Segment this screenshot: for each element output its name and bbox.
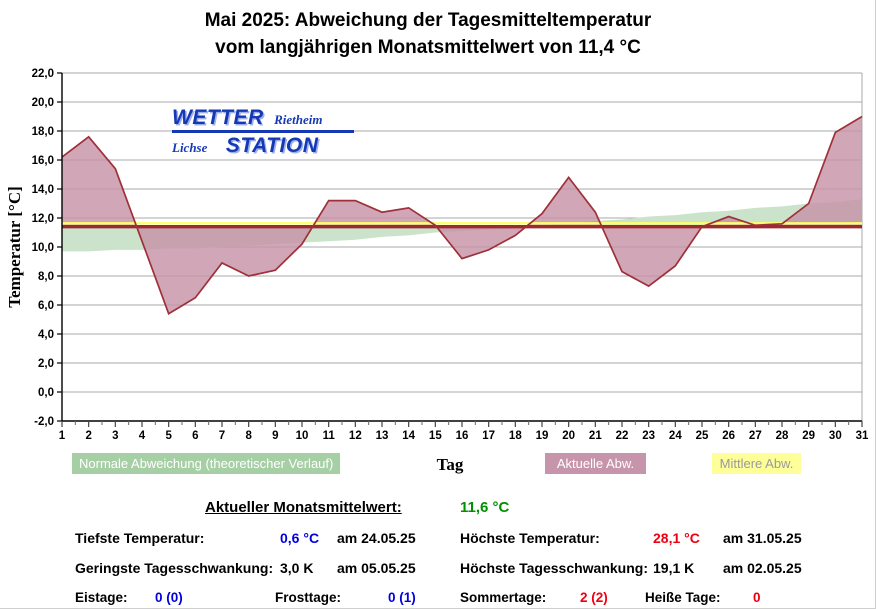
svg-text:22,0: 22,0 [32, 68, 54, 80]
highest-range-label: Höchste Tagesschwankung: [460, 560, 649, 576]
svg-text:11: 11 [323, 430, 336, 442]
svg-text:10,0: 10,0 [32, 242, 54, 254]
svg-text:14,0: 14,0 [32, 184, 54, 196]
svg-text:8: 8 [245, 430, 252, 442]
temperature-deviation-chart: 22,020,018,016,014,012,010,08,06,04,02,0… [5, 68, 869, 442]
svg-text:30: 30 [829, 430, 842, 442]
svg-text:19: 19 [536, 430, 549, 442]
svg-text:27: 27 [749, 430, 762, 442]
svg-text:16,0: 16,0 [32, 155, 54, 167]
lowest-temp-date: am 24.05.25 [337, 530, 416, 546]
svg-text:Temperatur [°C]: Temperatur [°C] [5, 186, 24, 308]
svg-text:24: 24 [669, 430, 682, 442]
svg-text:6,0: 6,0 [38, 300, 54, 312]
svg-text:2,0: 2,0 [38, 358, 54, 370]
svg-text:15: 15 [429, 430, 442, 442]
ice-days-label: Eistage: [75, 590, 128, 605]
highest-range-value: 19,1 K [653, 560, 695, 576]
highest-temp-label: Höchste Temperatur: [460, 530, 600, 546]
svg-text:4,0: 4,0 [38, 329, 54, 341]
lowest-range-date: am 05.05.25 [337, 560, 416, 576]
chart-legend: Normale Abweichung (theoretischer Verlau… [0, 453, 875, 477]
svg-text:14: 14 [402, 430, 415, 442]
title-line-1: Mai 2025: Abweichung der Tagesmitteltemp… [204, 10, 652, 31]
svg-text:21: 21 [589, 430, 602, 442]
svg-text:-2,0: -2,0 [34, 416, 54, 428]
lowest-range-label: Geringste Tagesschwankung: [75, 560, 274, 576]
frost-days-value: 0 (1) [388, 590, 416, 605]
lowest-temp-label: Tiefste Temperatur: [75, 530, 205, 546]
svg-text:23: 23 [642, 430, 655, 442]
logo-row-top: WETTER Rietheim [172, 106, 354, 133]
svg-text:26: 26 [722, 430, 735, 442]
svg-text:3: 3 [112, 430, 118, 442]
monthly-mean-label: Aktueller Monatsmittelwert: [205, 499, 402, 516]
legend-mean-deviation: Mittlere Abw. [712, 453, 801, 474]
svg-text:5: 5 [165, 430, 172, 442]
svg-text:12: 12 [349, 430, 362, 442]
logo-row-bottom: Lichse STATION [172, 134, 354, 158]
svg-text:18: 18 [509, 430, 522, 442]
title-line-2: vom langjährigen Monatsmittelwert von 11… [215, 37, 641, 58]
svg-text:1: 1 [59, 430, 66, 442]
logo-rietheim-text: Rietheim [274, 112, 323, 127]
svg-text:16: 16 [456, 430, 469, 442]
legend-normal-deviation: Normale Abweichung (theoretischer Verlau… [72, 453, 341, 474]
summer-days-value: 2 (2) [580, 590, 608, 605]
logo-wetter-text: WETTER [172, 106, 264, 129]
page-title: Mai 2025: Abweichung der Tagesmitteltemp… [0, 7, 856, 61]
summer-days-label: Sommertage: [460, 590, 547, 605]
svg-text:29: 29 [802, 430, 815, 442]
svg-text:20: 20 [562, 430, 575, 442]
svg-text:10: 10 [296, 430, 309, 442]
lowest-range-value: 3,0 K [280, 560, 314, 576]
hot-days-value: 0 [753, 590, 761, 605]
svg-text:8,0: 8,0 [38, 271, 54, 283]
monthly-mean-value: 11,6 °C [460, 499, 510, 516]
highest-temp-value: 28,1 °C [653, 530, 700, 546]
svg-text:17: 17 [482, 430, 495, 442]
svg-text:25: 25 [696, 430, 709, 442]
svg-text:13: 13 [376, 430, 389, 442]
station-logo: WETTER Rietheim Lichse STATION [172, 106, 354, 158]
svg-text:9: 9 [272, 430, 278, 442]
svg-text:28: 28 [776, 430, 789, 442]
svg-text:31: 31 [856, 430, 869, 442]
svg-text:2: 2 [85, 430, 91, 442]
svg-text:12,0: 12,0 [32, 213, 54, 225]
x-axis-title: Tag [436, 455, 464, 474]
logo-station-text: STATION [225, 134, 319, 157]
frost-days-label: Frosttage: [275, 590, 342, 605]
ice-days-value: 0 (0) [155, 590, 183, 605]
highest-range-date: am 02.05.25 [723, 560, 802, 576]
statistics-panel: Aktueller Monatsmittelwert: 11,6 °C Tief… [0, 499, 875, 608]
svg-text:22: 22 [616, 430, 629, 442]
svg-text:18,0: 18,0 [32, 126, 54, 138]
svg-text:20,0: 20,0 [32, 97, 54, 109]
svg-text:4: 4 [139, 430, 146, 442]
svg-text:0,0: 0,0 [38, 387, 54, 399]
svg-text:7: 7 [219, 430, 225, 442]
logo-lichse-text: Lichse [172, 140, 208, 155]
legend-actual-deviation: Aktuelle Abw. [545, 453, 646, 474]
hot-days-label: Heiße Tage: [645, 590, 721, 605]
highest-temp-date: am 31.05.25 [723, 530, 802, 546]
lowest-temp-value: 0,6 °C [280, 530, 320, 546]
svg-text:6: 6 [192, 430, 198, 442]
